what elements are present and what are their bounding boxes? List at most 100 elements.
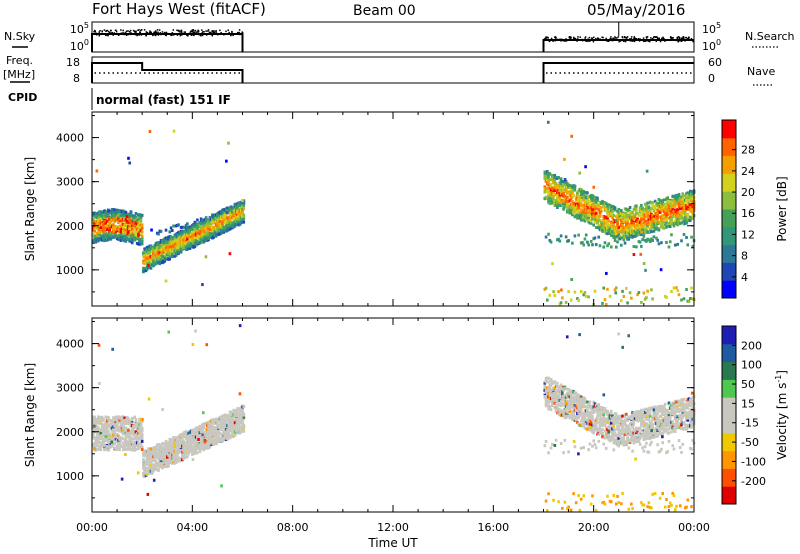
nsearch-point	[100, 33, 102, 35]
power-cell	[117, 215, 120, 219]
nsearch-point	[655, 36, 657, 38]
nsearch-point	[201, 34, 204, 37]
power-cell	[104, 222, 108, 226]
power-cell	[572, 204, 575, 208]
power-cell	[124, 217, 128, 221]
power-cell	[140, 239, 144, 243]
power-cell	[135, 230, 139, 234]
nsearch-point	[205, 30, 207, 32]
nsearch-point	[654, 38, 656, 41]
power-cell	[616, 240, 619, 244]
power-cell	[582, 243, 585, 247]
power-cell	[611, 233, 614, 237]
power-cell	[623, 241, 627, 245]
power-cell	[242, 199, 246, 203]
nsearch-point	[197, 31, 200, 33]
nsearch-point	[165, 31, 168, 34]
nsearch-point	[593, 36, 595, 39]
power-cell	[662, 210, 666, 214]
power-cell	[597, 205, 601, 209]
power-cell	[686, 213, 690, 217]
power-cell	[137, 225, 140, 229]
velocity-data-cells	[92, 324, 696, 513]
power-cell	[564, 187, 568, 191]
power-cell	[662, 198, 666, 202]
nsearch-point	[189, 31, 192, 33]
velocity-cell	[93, 415, 96, 419]
power-cell	[553, 294, 557, 298]
velocity-cell	[114, 417, 118, 421]
nsearch-point	[126, 33, 129, 36]
power-cell	[618, 234, 622, 238]
nsearch-point	[614, 36, 616, 38]
power-cell	[653, 204, 657, 208]
velocity-cell	[103, 447, 106, 451]
power-cell	[620, 299, 623, 303]
velocity-cell	[172, 440, 175, 444]
power-cell	[643, 208, 647, 212]
velocity-cell	[140, 445, 144, 449]
nsearch-point	[121, 33, 124, 35]
velocity-cell	[140, 438, 144, 442]
nsearch-point	[600, 39, 603, 41]
velocity-cell	[93, 419, 96, 423]
velocity-cell	[186, 450, 189, 454]
power-cell	[630, 221, 633, 225]
power-cell	[636, 293, 639, 297]
power-cell	[571, 200, 574, 204]
power-cell	[148, 251, 152, 255]
power-colorbar-tick: 12	[741, 228, 755, 241]
power-cell	[140, 223, 144, 227]
power-cell	[663, 204, 667, 208]
velocity-cell	[105, 428, 109, 432]
nsearch-point	[124, 31, 127, 34]
nsearch-point	[552, 40, 554, 42]
power-cell	[593, 236, 597, 240]
power-colorbar-tick: 16	[741, 207, 755, 220]
power-cell	[146, 263, 150, 267]
nsearch-point	[577, 36, 579, 38]
nsearch-point	[159, 32, 162, 34]
nsearch-point	[677, 40, 680, 43]
nsearch-point	[587, 39, 589, 42]
power-cell	[593, 289, 597, 293]
velocity-cell	[115, 444, 119, 448]
power-cell	[130, 228, 134, 232]
nsearch-point	[592, 40, 595, 43]
power-cell	[559, 182, 563, 186]
power-cell	[640, 233, 643, 237]
nsearch-point	[645, 36, 648, 38]
velocity-cell	[130, 422, 134, 426]
velocity-cell	[149, 460, 153, 464]
power-cell	[562, 192, 565, 196]
nsearch-point	[663, 38, 665, 40]
velocity-cell	[152, 463, 155, 467]
power-cell	[559, 177, 563, 181]
velocity-cell	[155, 448, 159, 452]
power-cell	[681, 212, 685, 216]
power-colorbar-tick: 24	[741, 165, 755, 178]
nsearch-point	[140, 34, 143, 36]
power-cell	[559, 301, 563, 305]
power-cell	[117, 212, 120, 216]
nsearch-point	[625, 39, 628, 42]
freq-tick-bottom: 8	[73, 72, 80, 85]
power-cell	[592, 223, 596, 227]
nsearch-point	[683, 37, 685, 39]
power-cell	[572, 201, 575, 205]
power-cell	[602, 217, 606, 221]
power-cell	[637, 229, 641, 233]
nsearch-point	[113, 32, 116, 34]
velocity-cell	[92, 432, 95, 436]
velocity-cell	[154, 466, 158, 470]
power-cell	[191, 233, 194, 237]
power-cell	[616, 217, 619, 221]
power-cell	[584, 165, 587, 169]
velocity-cell	[105, 445, 109, 449]
nsearch-point	[122, 29, 124, 32]
power-cell	[563, 196, 567, 200]
power-cell	[602, 286, 606, 290]
velocity-cell	[118, 447, 121, 451]
power-cell	[177, 223, 180, 227]
velocity-cell	[113, 442, 116, 446]
